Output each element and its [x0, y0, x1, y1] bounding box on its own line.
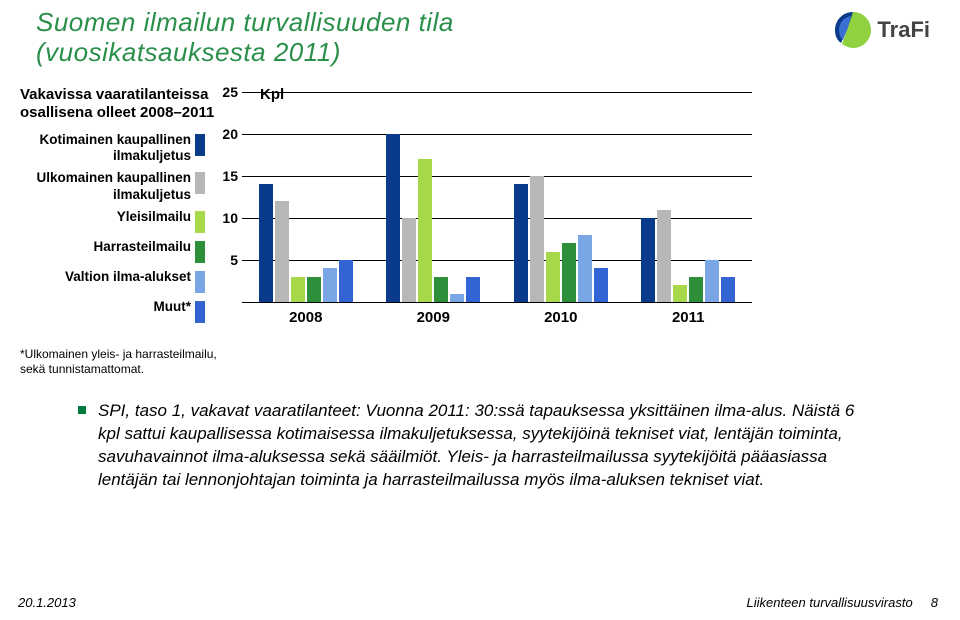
bar	[402, 218, 416, 302]
page-number: 8	[931, 595, 938, 610]
bar	[578, 235, 592, 302]
y-tick-label: 25	[218, 84, 238, 100]
footnote-line1: *Ulkomainen yleis- ja harrasteilmailu,	[20, 347, 217, 361]
chart: Vakavissa vaaratilanteissa osallisena ol…	[20, 86, 780, 376]
logo: TraFi	[833, 10, 930, 50]
y-tick-label: 10	[218, 210, 238, 226]
legend-row: Ulkomainen kaupallinen ilmakuljetus	[20, 170, 205, 202]
bar	[641, 218, 655, 302]
legend-swatch	[195, 211, 205, 233]
bar	[291, 277, 305, 302]
bar	[689, 277, 703, 302]
legend: Kotimainen kaupallinen ilmakuljetus Ulkom…	[20, 132, 205, 329]
bar	[339, 260, 353, 302]
year-group: 2009	[376, 92, 492, 302]
legend-swatch	[195, 134, 205, 156]
bar	[514, 184, 528, 302]
y-tick-label: 15	[218, 168, 238, 184]
legend-row: Harrasteilmailu	[20, 239, 205, 263]
bar	[657, 210, 671, 302]
legend-swatch	[195, 271, 205, 293]
y-tick-label: 5	[218, 252, 238, 268]
legend-label: Yleisilmailu	[20, 209, 191, 225]
footer-text: Liikenteen turvallisuusvirasto	[747, 595, 913, 610]
x-axis-label: 2011	[631, 309, 747, 326]
footnote-line2: sekä tunnistamattomat.	[20, 362, 144, 376]
year-group: 2008	[248, 92, 364, 302]
bar	[434, 277, 448, 302]
bar	[705, 260, 719, 302]
bar	[594, 268, 608, 302]
chart-footnote: *Ulkomainen yleis- ja harrasteilmailu, s…	[20, 347, 217, 376]
bullet-icon	[78, 406, 86, 414]
legend-label: Harrasteilmailu	[20, 239, 191, 255]
legend-row: Yleisilmailu	[20, 209, 205, 233]
legend-row: Kotimainen kaupallinen ilmakuljetus	[20, 132, 205, 164]
x-axis-label: 2008	[248, 309, 364, 326]
bar	[323, 268, 337, 302]
x-axis-label: 2010	[503, 309, 619, 326]
title-line1: Suomen ilmailun turvallisuuden tila	[36, 7, 454, 37]
logo-text: TraFi	[877, 17, 930, 43]
x-axis-label: 2009	[376, 309, 492, 326]
bar	[530, 176, 544, 302]
bar	[546, 252, 560, 302]
legend-swatch	[195, 241, 205, 263]
legend-row: Valtion ilma-alukset	[20, 269, 205, 293]
legend-label: Kotimainen kaupallinen ilmakuljetus	[20, 132, 191, 164]
slide-title: Suomen ilmailun turvallisuuden tila (vuo…	[36, 8, 454, 68]
bar	[259, 184, 273, 302]
y-tick-label: 20	[218, 126, 238, 142]
slide-date: 20.1.2013	[18, 595, 76, 610]
chart-title-line1: Vakavissa vaaratilanteissa	[20, 86, 208, 103]
legend-swatch	[195, 172, 205, 194]
legend-label: Muut*	[20, 299, 191, 315]
legend-swatch	[195, 301, 205, 323]
legend-label: Valtion ilma-alukset	[20, 269, 191, 285]
body-text: SPI, taso 1, vakavat vaaratilanteet: Vuo…	[98, 400, 880, 492]
bar	[307, 277, 321, 302]
bar	[450, 294, 464, 302]
logo-icon	[833, 10, 873, 50]
bar	[562, 243, 576, 302]
chart-title-line2: osallisena olleet 2008–2011	[20, 104, 214, 121]
plot-area: 510152025 2008200920102011	[220, 92, 760, 322]
bars: 2008200920102011	[242, 92, 752, 302]
legend-label: Ulkomainen kaupallinen ilmakuljetus	[20, 170, 191, 202]
bar	[466, 277, 480, 302]
year-group: 2011	[631, 92, 747, 302]
slide-footer: Liikenteen turvallisuusvirasto 8	[747, 595, 939, 610]
bar	[386, 134, 400, 302]
title-line2: (vuosikatsauksesta 2011)	[36, 37, 341, 67]
bar	[418, 159, 432, 302]
bar	[673, 285, 687, 302]
year-group: 2010	[503, 92, 619, 302]
bar	[275, 201, 289, 302]
bar	[721, 277, 735, 302]
legend-row: Muut*	[20, 299, 205, 323]
